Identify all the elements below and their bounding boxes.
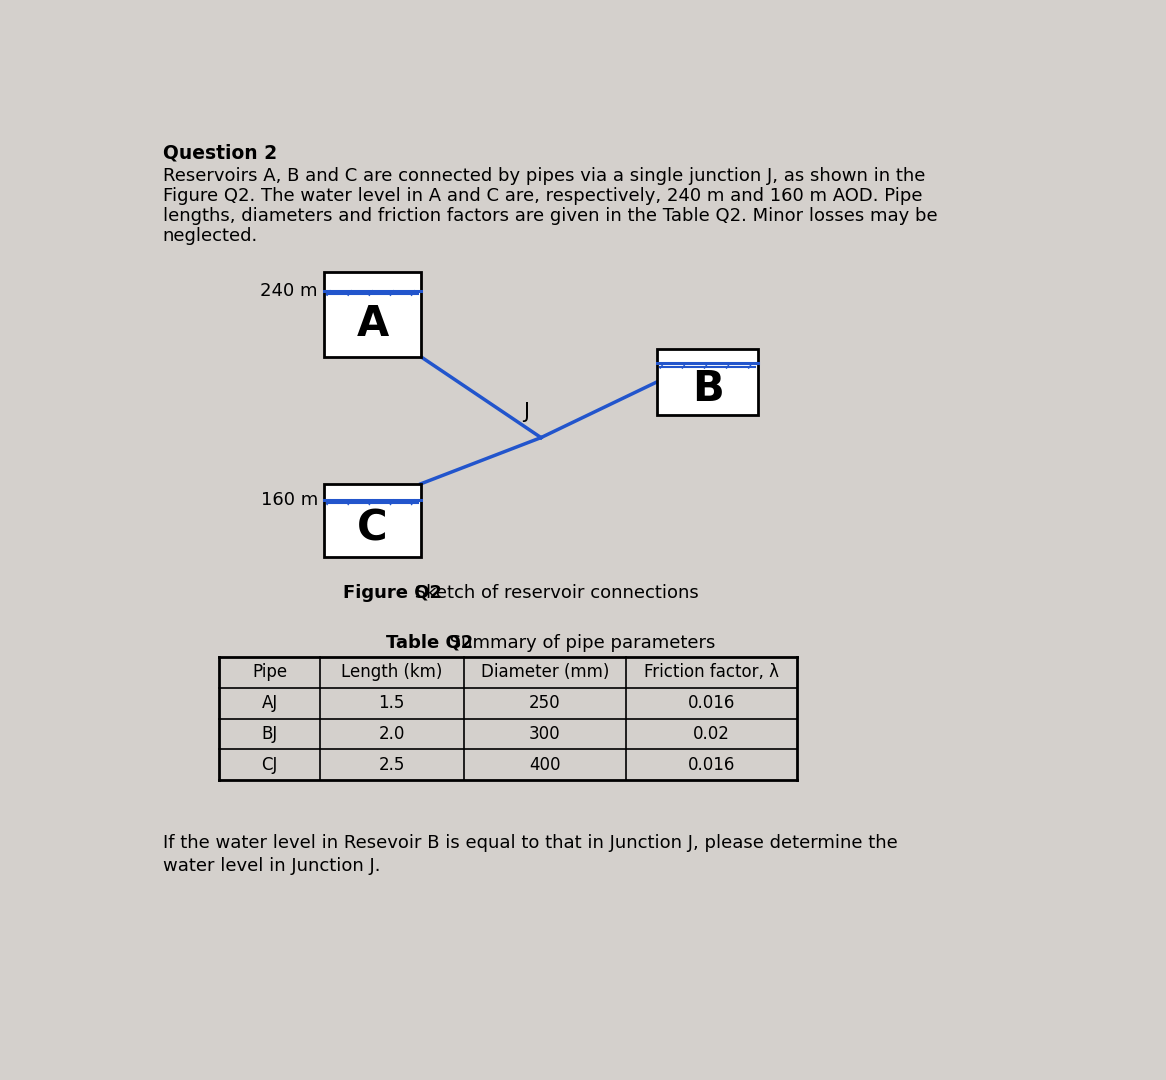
Text: 300: 300 bbox=[529, 725, 561, 743]
Text: Pipe: Pipe bbox=[252, 663, 287, 681]
Bar bbox=[324, 272, 421, 356]
Text: 250: 250 bbox=[529, 694, 561, 712]
Text: 0.016: 0.016 bbox=[688, 694, 736, 712]
Text: Table Q2: Table Q2 bbox=[386, 634, 473, 652]
Text: A: A bbox=[357, 302, 388, 345]
Text: J: J bbox=[524, 402, 529, 422]
Text: If the water level in Resevoir B is equal to that in Junction J, please determin: If the water level in Resevoir B is equa… bbox=[163, 834, 898, 852]
Text: 400: 400 bbox=[529, 756, 561, 774]
Text: 2.5: 2.5 bbox=[379, 756, 405, 774]
Text: Friction factor, λ: Friction factor, λ bbox=[644, 663, 779, 681]
Text: C: C bbox=[357, 508, 388, 550]
Text: 1.5: 1.5 bbox=[379, 694, 405, 712]
Text: water level in Junction J.: water level in Junction J. bbox=[163, 858, 380, 875]
Text: 0.016: 0.016 bbox=[688, 756, 736, 774]
Text: Sketch of reservoir connections: Sketch of reservoir connections bbox=[409, 584, 698, 602]
Text: 160 m: 160 m bbox=[260, 491, 318, 509]
Text: lengths, diameters and friction factors are given in the Table Q2. Minor losses : lengths, diameters and friction factors … bbox=[163, 206, 937, 225]
Text: B: B bbox=[691, 368, 723, 410]
Bar bbox=[658, 349, 758, 415]
Text: Figure Q2. The water level in A and C are, respectively, 240 m and 160 m AOD. Pi: Figure Q2. The water level in A and C ar… bbox=[163, 187, 922, 204]
Text: Reservoirs A, B and C are connected by pipes via a single junction J, as shown i: Reservoirs A, B and C are connected by p… bbox=[163, 166, 925, 185]
Text: 2.0: 2.0 bbox=[379, 725, 405, 743]
Text: Length (km): Length (km) bbox=[342, 663, 443, 681]
Text: Question 2: Question 2 bbox=[163, 144, 278, 162]
Text: Figure Q2: Figure Q2 bbox=[343, 584, 442, 602]
Text: Diameter (mm): Diameter (mm) bbox=[480, 663, 609, 681]
Text: Summary of pipe parameters: Summary of pipe parameters bbox=[444, 634, 716, 652]
Text: CJ: CJ bbox=[261, 756, 278, 774]
Text: AJ: AJ bbox=[261, 694, 278, 712]
Text: 240 m: 240 m bbox=[260, 282, 318, 299]
Text: BJ: BJ bbox=[261, 725, 278, 743]
Text: 0.02: 0.02 bbox=[693, 725, 730, 743]
Text: neglected.: neglected. bbox=[163, 227, 258, 244]
Bar bbox=[324, 484, 421, 557]
